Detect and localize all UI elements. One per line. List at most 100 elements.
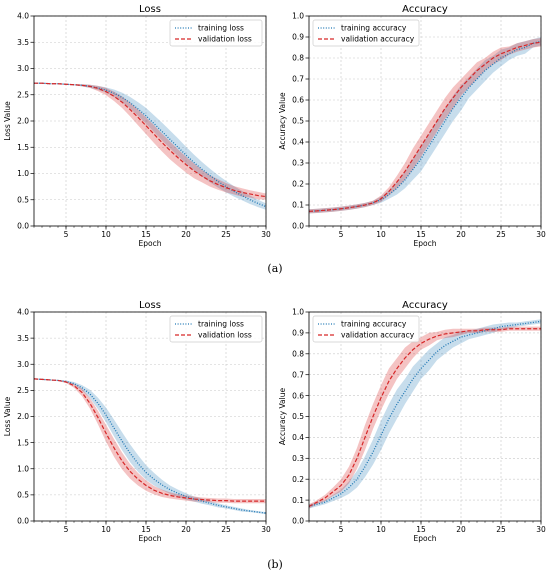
confidence-band-0 [309, 319, 541, 509]
legend-box [169, 315, 263, 343]
legend-label-0: training loss [198, 320, 244, 329]
y-tick-label: 2.5 [17, 90, 29, 99]
y-tick-label: 0.3 [292, 159, 304, 168]
x-tick-label: 20 [181, 230, 191, 239]
legend-box [312, 19, 420, 47]
confidence-band-1 [34, 378, 266, 504]
chart-title: Accuracy [402, 4, 448, 15]
y-tick-label: 0.7 [292, 370, 304, 379]
y-tick-label: 0.7 [292, 75, 304, 84]
y-tick-label: 0.8 [292, 54, 304, 63]
x-tick-label: 25 [496, 525, 506, 534]
legend: training loss validation loss [169, 315, 263, 343]
legend: training loss validation loss [169, 19, 263, 47]
legend-label-1: validation loss [198, 35, 252, 44]
x-tick-label: 10 [101, 230, 111, 239]
y-tick-label: 0.3 [292, 454, 304, 463]
confidence-band-1 [34, 82, 266, 200]
legend-box [312, 315, 420, 343]
y-tick-label: 0.4 [292, 433, 304, 442]
x-axis-label: Epoch [139, 534, 162, 543]
y-axis-label: Loss Value [3, 396, 12, 436]
x-tick-label: 30 [536, 230, 546, 239]
legend-label-1: validation accuracy [341, 331, 415, 340]
x-tick-label: 30 [536, 525, 546, 534]
y-tick-label: 0.2 [292, 180, 304, 189]
legend-box [169, 19, 263, 47]
x-axis-label: Epoch [139, 239, 162, 248]
chart-title: Loss [139, 300, 161, 311]
y-tick-label: 0.4 [292, 138, 304, 147]
legend-label-0: training accuracy [341, 320, 407, 329]
y-tick-label: 0.9 [292, 33, 304, 42]
x-tick-label: 15 [141, 525, 151, 534]
confidence-band-0 [309, 37, 541, 214]
x-tick-label: 30 [261, 230, 271, 239]
plot-area [34, 378, 266, 515]
x-tick-label: 20 [456, 230, 466, 239]
chart-panel-1: 5 10 15 20 25 30 0.0 0.1 0.2 0.3 0.4 0.5 0.6 0.7 0.8 0.… [278, 4, 546, 248]
y-tick-label: 3.5 [17, 334, 29, 343]
legend-label-1: validation accuracy [341, 35, 415, 44]
x-axis-label: Epoch [414, 534, 437, 543]
y-tick-label: 1.0 [292, 308, 304, 317]
x-tick-label: 5 [339, 525, 344, 534]
y-tick-label: 0.0 [17, 517, 29, 526]
y-tick-label: 1.5 [17, 143, 29, 152]
y-tick-label: 3.5 [17, 38, 29, 47]
y-tick-label: 4.0 [17, 308, 29, 317]
series-line-1 [34, 378, 266, 502]
y-tick-label: 0.9 [292, 329, 304, 338]
x-tick-label: 20 [456, 525, 466, 534]
y-tick-label: 1.5 [17, 438, 29, 447]
y-tick-label: 0.0 [292, 517, 304, 526]
x-tick-label: 10 [376, 525, 386, 534]
y-tick-label: 1.0 [17, 169, 29, 178]
x-tick-label: 15 [141, 230, 151, 239]
y-tick-label: 0.6 [292, 96, 304, 105]
x-tick-label: 25 [221, 525, 231, 534]
y-tick-label: 0.8 [292, 350, 304, 359]
y-tick-label: 0.2 [292, 475, 304, 484]
chart-panel-2: 5 10 15 20 25 30 0.0 0.5 1.0 1.5 2.0 2.5 3.0 3.5 4.0 Lo… [3, 300, 271, 543]
caption-a: (a) [267, 262, 282, 275]
y-tick-label: 3.0 [17, 64, 29, 73]
series-line-1 [34, 82, 266, 198]
series-line-0 [34, 82, 266, 208]
series-line-1 [309, 41, 541, 212]
y-tick-label: 2.5 [17, 386, 29, 395]
y-axis-label: Accuracy Value [278, 92, 287, 150]
legend-label-1: validation loss [198, 331, 252, 340]
y-tick-label: 0.6 [292, 391, 304, 400]
y-axis-label: Loss Value [3, 101, 12, 141]
x-tick-label: 25 [221, 230, 231, 239]
legend: training accuracy validation accuracy [312, 315, 420, 343]
y-tick-label: 0.1 [292, 496, 304, 505]
y-tick-label: 3.0 [17, 360, 29, 369]
x-tick-label: 15 [416, 525, 426, 534]
x-tick-label: 5 [339, 230, 344, 239]
confidence-band-0 [34, 378, 266, 515]
chart-panel-0: 5 10 15 20 25 30 0.0 0.5 1.0 1.5 2.0 2.5 3.0 3.5 4.0 Lo… [3, 4, 271, 248]
y-tick-label: 2.0 [17, 412, 29, 421]
x-tick-label: 15 [416, 230, 426, 239]
y-tick-label: 0.1 [292, 201, 304, 210]
caption-b: (b) [267, 558, 283, 571]
chart-title: Accuracy [402, 300, 448, 311]
plot-area [309, 37, 541, 214]
plot-area [34, 82, 266, 210]
legend-label-0: training loss [198, 24, 244, 33]
y-tick-label: 0.0 [17, 222, 29, 231]
y-tick-label: 0.5 [17, 491, 29, 500]
y-tick-label: 0.5 [17, 195, 29, 204]
confidence-band-0 [34, 82, 266, 210]
series-line-0 [309, 40, 541, 212]
series-line-1 [309, 328, 541, 507]
plot-area [309, 319, 541, 509]
chart-panel-3: 5 10 15 20 25 30 0.0 0.1 0.2 0.3 0.4 0.5 0.6 0.7 0.8 0.… [278, 300, 546, 543]
x-tick-label: 10 [101, 525, 111, 534]
x-axis-label: Epoch [414, 239, 437, 248]
y-tick-label: 4.0 [17, 12, 29, 21]
y-tick-label: 0.0 [292, 222, 304, 231]
